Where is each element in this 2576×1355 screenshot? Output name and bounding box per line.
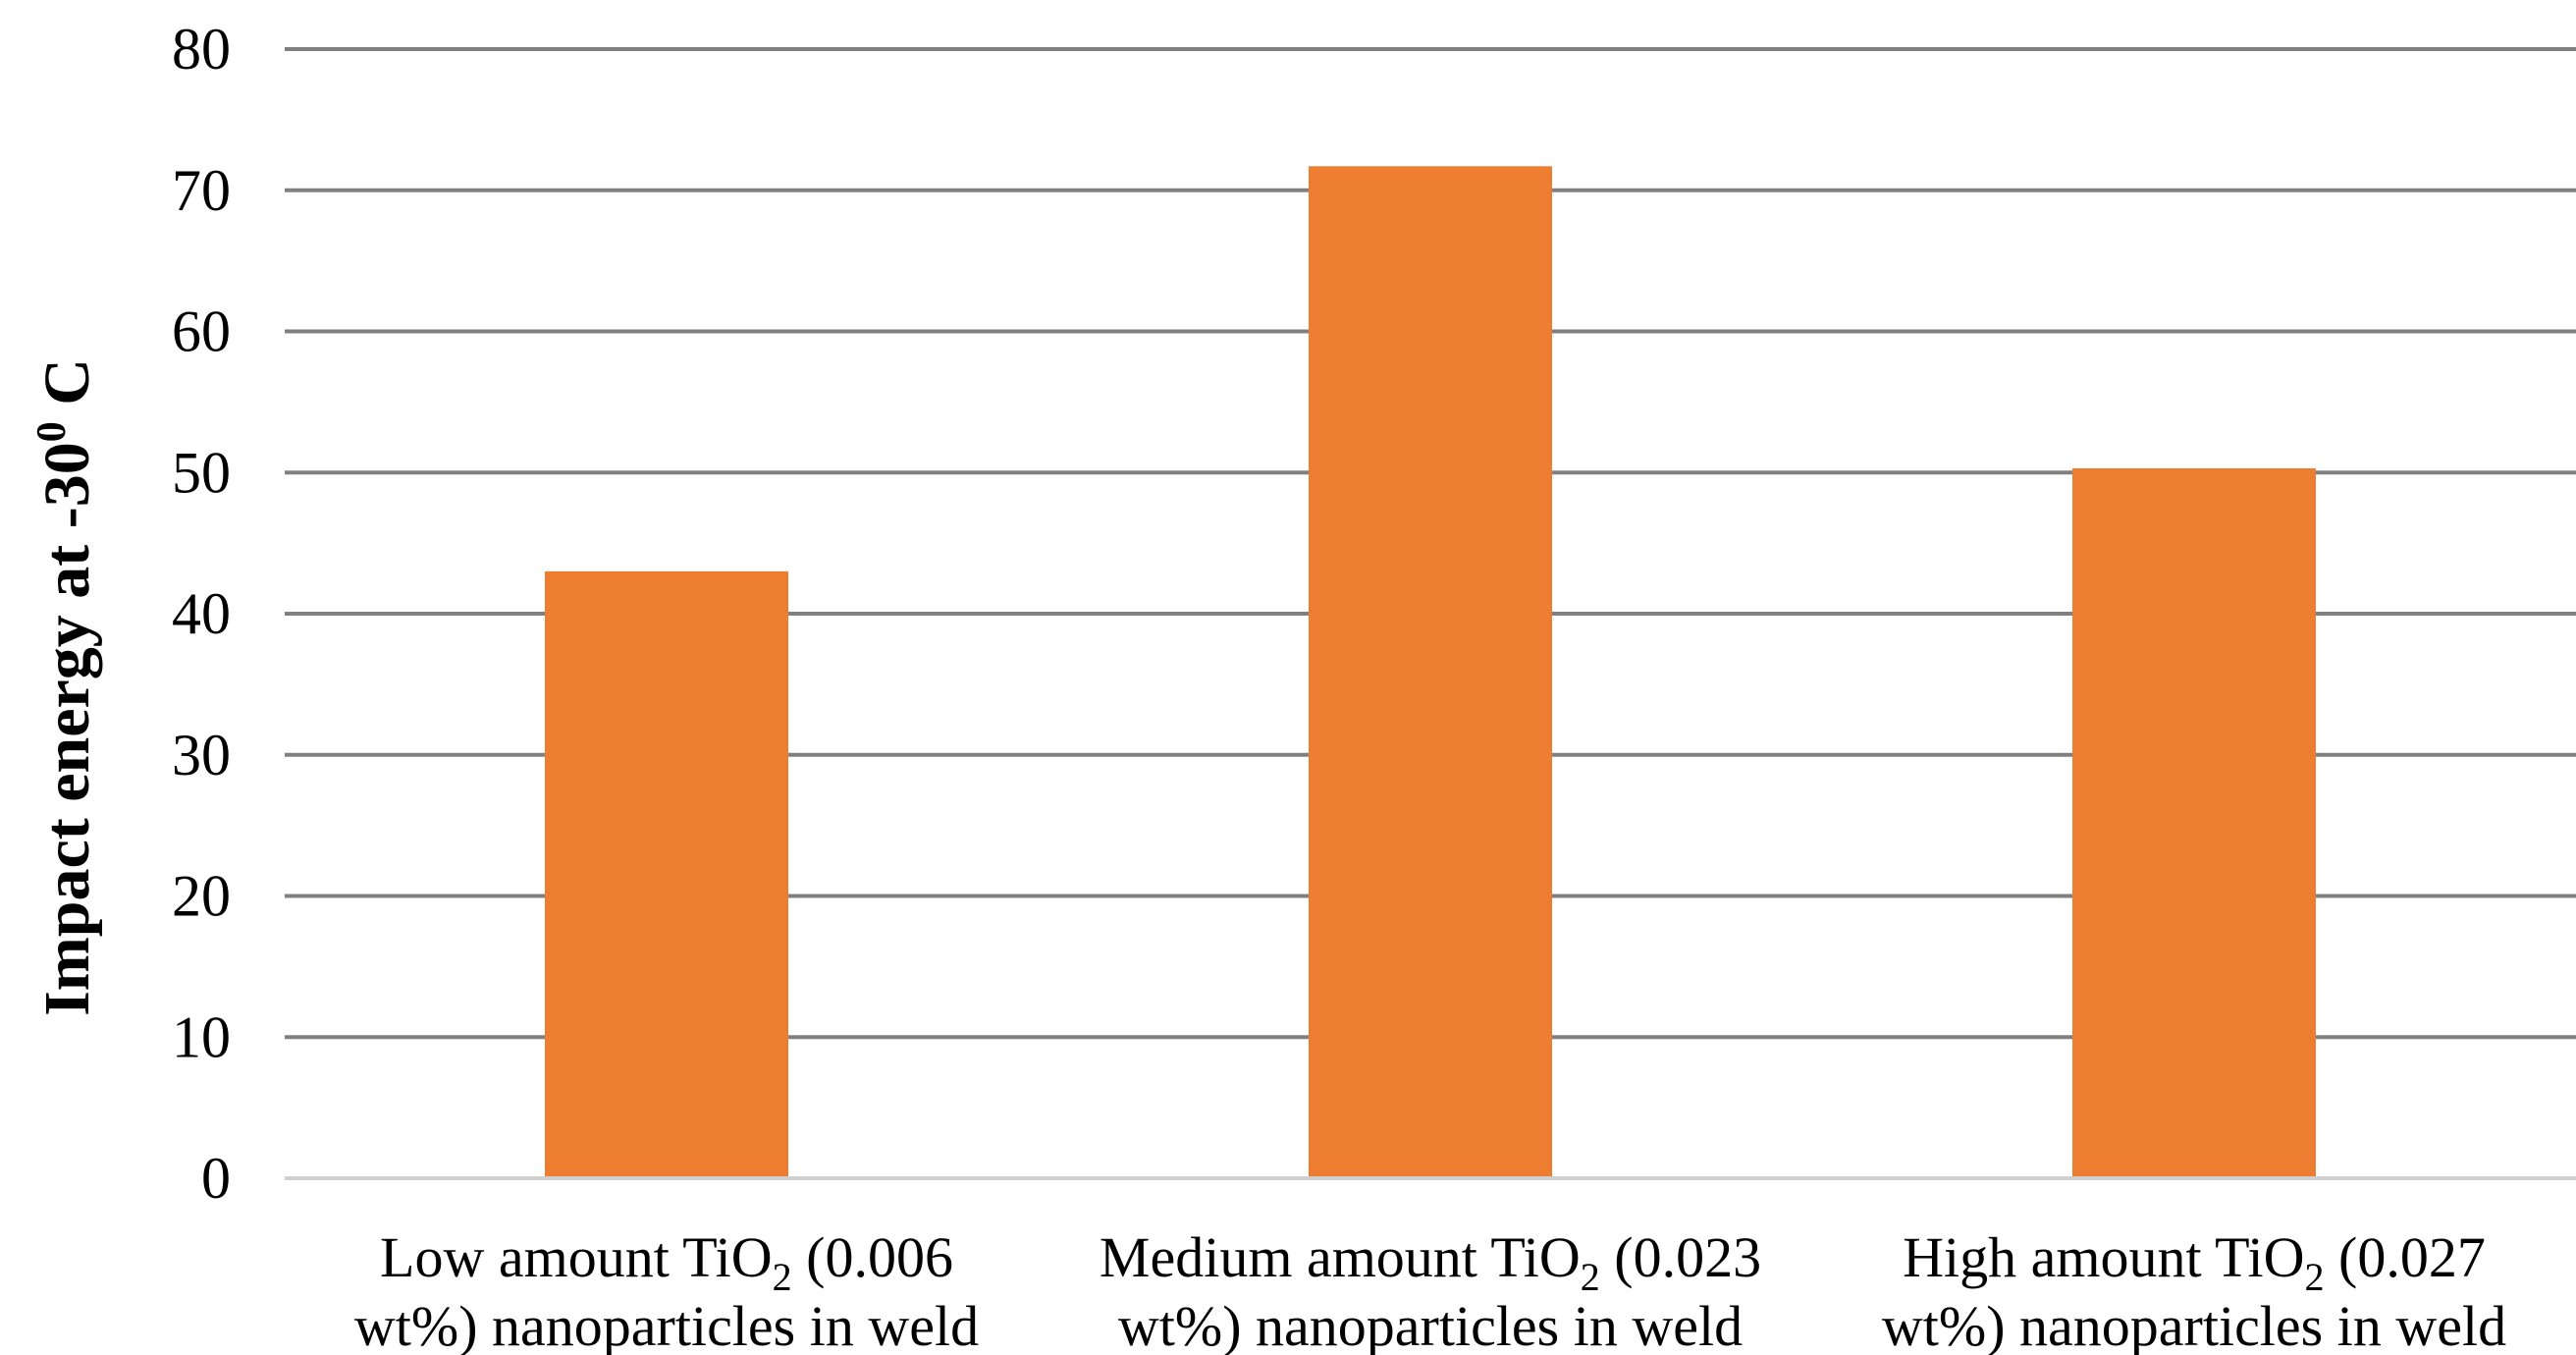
y-tick-label: 20	[172, 864, 231, 929]
y-tick-label: 80	[172, 17, 231, 81]
y-tick-label: 10	[172, 1004, 231, 1069]
y-tick-label: 60	[172, 299, 231, 364]
x-category-label-line1: Medium amount TiO2 (0.023	[1100, 1225, 1761, 1299]
y-axis-title-superscript: 0	[29, 421, 75, 442]
x-category-label-line2: wt%) nanoparticles in weld	[1118, 1294, 1743, 1355]
x-category-label-line1: High amount TiO2 (0.027	[1903, 1225, 2486, 1299]
bar	[2072, 467, 2316, 1176]
y-tick-label: 50	[172, 440, 231, 505]
y-axis-title-main: Impact energy at -30	[31, 442, 103, 1016]
y-tick-labels: 0 10 20 30 40 50 60 70 80	[172, 17, 231, 1211]
y-tick-label: 30	[172, 723, 231, 787]
y-tick-label: 0	[201, 1146, 231, 1211]
x-category-label-line2: wt%) nanoparticles in weld	[1882, 1294, 2506, 1355]
bar	[1309, 166, 1552, 1176]
y-tick-label: 40	[172, 581, 231, 646]
y-axis-title: Impact energy at -300 C	[29, 358, 103, 1016]
y-tick-label: 70	[172, 158, 231, 223]
bar	[545, 570, 788, 1176]
y-axis-title-suffix: C	[31, 358, 103, 421]
x-category-label-line2: wt%) nanoparticles in weld	[354, 1294, 979, 1355]
bars	[545, 166, 2316, 1176]
x-category-label-line1: Low amount TiO2 (0.006	[380, 1225, 953, 1299]
